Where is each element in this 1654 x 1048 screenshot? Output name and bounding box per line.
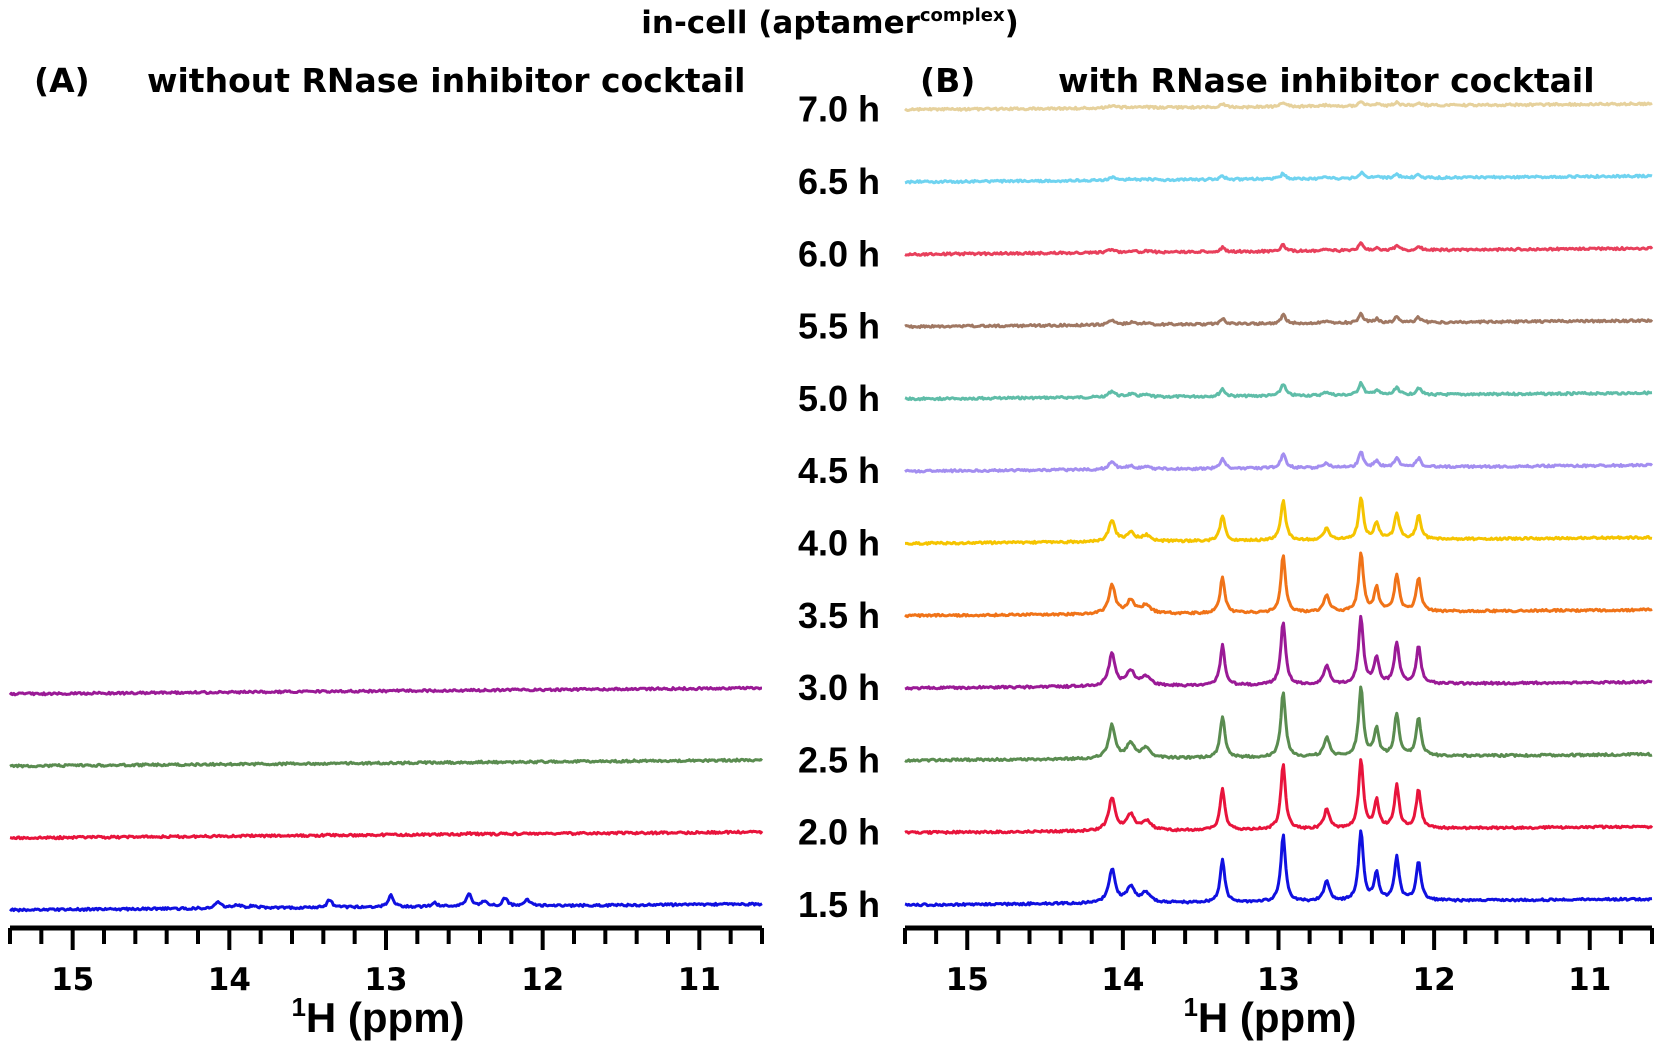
figure-title-close: ) <box>1005 5 1019 41</box>
panel-b-x-axis-label-sup: 1 <box>1183 992 1197 1022</box>
series-label: 1.5 h <box>798 884 880 925</box>
x-tick-label: 11 <box>678 962 721 998</box>
x-tick-label: 15 <box>946 962 989 998</box>
spectrum-5-0h <box>904 380 1653 402</box>
panel-b-x-axis-label-text: H (ppm) <box>1198 994 1357 1041</box>
panel-a-spectra <box>8 685 764 913</box>
spectrum-3-0h <box>904 614 1653 691</box>
x-tick-label: 11 <box>1568 962 1611 998</box>
figure-title-superscript: complex <box>920 5 1005 26</box>
panel-a-x-axis-label-text: H (ppm) <box>306 994 465 1041</box>
series-label: 7.0 h <box>798 89 880 130</box>
series-label: 6.5 h <box>798 161 880 202</box>
panel-b-plot: 1.5 h 2.0 h 2.5 h 3.0 h 3.5 h 4.0 h 4.5 h 5.0 h… <box>798 89 1654 1041</box>
x-tick-label: 13 <box>1257 962 1300 998</box>
x-tick-label: 12 <box>1413 962 1456 998</box>
panel-b-label: (B) <box>920 61 975 100</box>
panel-b-ticks: 15 14 13 12 11 <box>903 928 1654 998</box>
x-tick-label: 14 <box>1101 962 1144 998</box>
panel-a-label: (A) <box>34 61 90 100</box>
spectrum-5-5h <box>904 311 1654 330</box>
spectrum-3-0h <box>8 685 763 697</box>
series-label: 5.5 h <box>798 306 880 347</box>
panel-a-x-axis-label: 1H (ppm) <box>291 992 464 1041</box>
panel-a-title: without RNase inhibitor cocktail <box>147 61 745 100</box>
panel-b-title: with RNase inhibitor cocktail <box>1058 61 1595 100</box>
series-label: 4.5 h <box>798 450 880 491</box>
series-label: 3.0 h <box>798 667 880 708</box>
figure-title: in-cell (aptamercomplex) <box>641 5 1018 41</box>
spectrum-4-0h <box>904 496 1653 546</box>
spectrum-2-5h <box>904 685 1653 763</box>
series-label: 4.0 h <box>798 523 880 564</box>
spectrum-6-0h <box>904 241 1654 257</box>
spectrum-2-5h <box>9 757 764 769</box>
spectrum-7-0h <box>904 100 1653 112</box>
x-tick-label: 12 <box>521 962 564 998</box>
figure-title-main: in-cell (aptamer <box>641 5 920 41</box>
panel-a-ticks: 15 14 13 12 11 <box>8 928 764 998</box>
spectrum-2-0h <box>904 758 1654 835</box>
x-tick-label: 13 <box>364 962 407 998</box>
panel-b-series-labels: 1.5 h 2.0 h 2.5 h 3.0 h 3.5 h 4.0 h 4.5 h 5.0 h… <box>798 89 880 925</box>
panel-a-x-axis-label-sup: 1 <box>291 992 305 1022</box>
series-label: 2.5 h <box>798 739 880 780</box>
series-label: 5.0 h <box>798 378 880 419</box>
x-tick-label: 14 <box>208 962 251 998</box>
spectrum-6-5h <box>904 170 1653 185</box>
spectrum-2-0h <box>9 829 764 841</box>
series-label: 6.0 h <box>798 233 880 274</box>
spectrum-4-5h <box>904 450 1654 474</box>
series-label: 3.5 h <box>798 595 880 636</box>
panel-a-plot: 15 14 13 12 11 1H (ppm) <box>8 685 764 1041</box>
series-label: 2.0 h <box>798 812 880 853</box>
x-tick-label: 15 <box>51 962 94 998</box>
spectrum-1-5h <box>904 829 1653 908</box>
spectrum-3-5h <box>904 551 1653 619</box>
panel-b-spectra <box>904 100 1654 908</box>
spectrum-1-5h <box>9 892 763 913</box>
panel-b-x-axis-label: 1H (ppm) <box>1183 992 1356 1041</box>
